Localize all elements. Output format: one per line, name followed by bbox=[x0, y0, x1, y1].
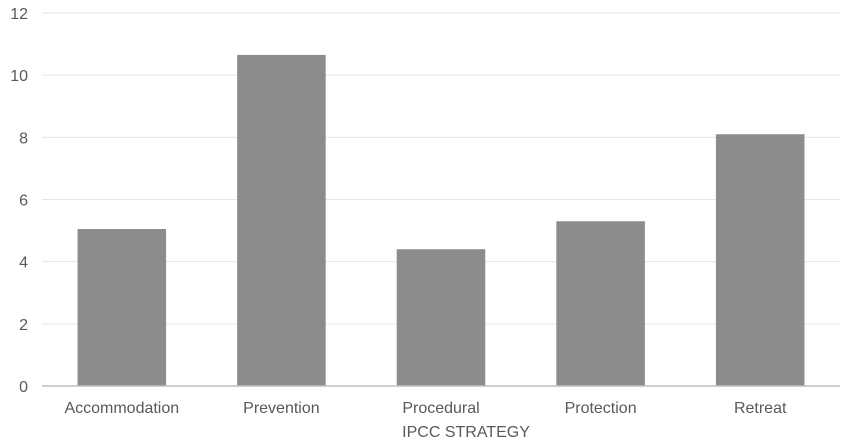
x-tick-label: Retreat bbox=[734, 400, 787, 417]
bar-protection bbox=[556, 221, 645, 386]
y-tick-label: 6 bbox=[19, 193, 28, 210]
bar-procedural bbox=[396, 249, 486, 386]
bar-accommodation bbox=[77, 229, 167, 386]
y-tick-label: 4 bbox=[19, 255, 28, 272]
x-tick-label: Prevention bbox=[243, 400, 320, 417]
gridlines bbox=[42, 12, 840, 325]
y-axis-ticks: 0 2 4 6 8 10 12 bbox=[10, 6, 28, 396]
x-tick-label: Accommodation bbox=[64, 400, 179, 417]
y-tick-label: 10 bbox=[10, 68, 28, 85]
bars bbox=[77, 54, 805, 387]
y-tick-label: 2 bbox=[19, 317, 28, 334]
y-tick-label: 12 bbox=[10, 6, 28, 23]
bar-prevention bbox=[237, 54, 326, 387]
x-axis-title: IPCC STRATEGY bbox=[402, 424, 530, 440]
x-tick-label: Procedural bbox=[402, 400, 479, 417]
y-tick-label: 8 bbox=[19, 130, 28, 147]
x-axis-ticks: Accommodation Prevention Procedural Protect… bbox=[64, 400, 787, 417]
bar-retreat bbox=[715, 134, 805, 386]
x-tick-label: Protection bbox=[565, 400, 637, 417]
y-tick-label: 0 bbox=[19, 379, 28, 396]
